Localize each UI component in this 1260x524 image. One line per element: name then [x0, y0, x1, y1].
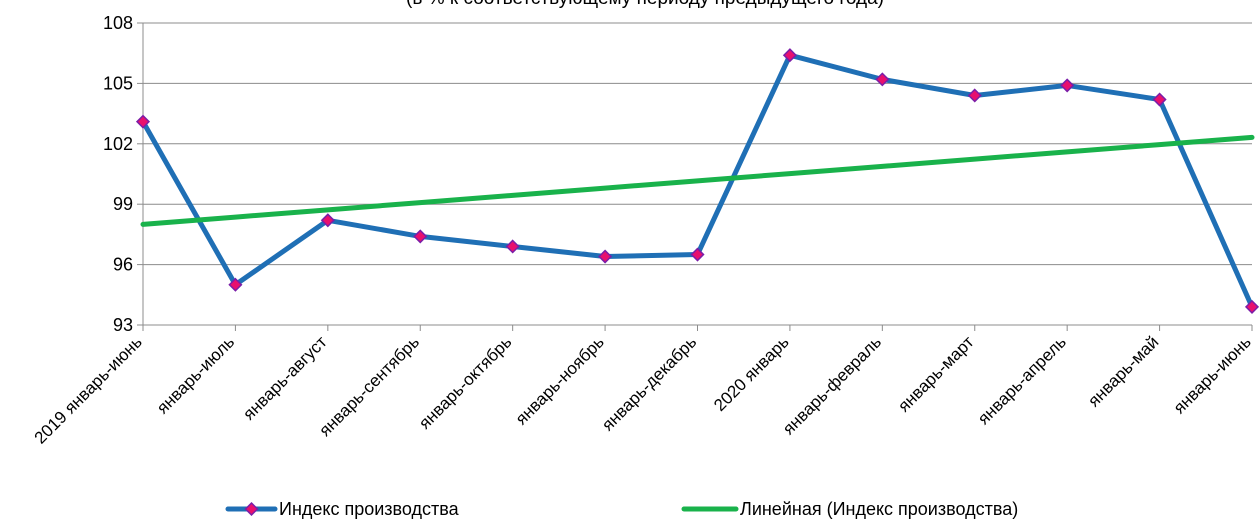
- legend-entry-label: Индекс производства: [279, 499, 460, 519]
- data-point: [782, 48, 797, 63]
- x-tick-label: январь-май: [1084, 332, 1162, 410]
- data-point: [135, 114, 151, 129]
- data-point: [598, 249, 613, 264]
- y-tick-label: 102: [103, 134, 133, 154]
- data-point: [1244, 299, 1260, 314]
- data-point: [228, 277, 243, 292]
- y-tick-label: 99: [113, 194, 133, 214]
- legend-marker: [244, 501, 259, 517]
- legend-entry-label: Линейная (Индекс производства): [740, 499, 1018, 519]
- x-tick-label: январь-июнь: [1170, 332, 1255, 417]
- data-point: [967, 88, 982, 103]
- y-axis-tick-labels: 93 96 99 102 105 108: [103, 13, 133, 335]
- data-point: [1060, 78, 1075, 93]
- y-tick-label: 93: [113, 315, 133, 335]
- x-tick-label: январь-сентябрь: [315, 332, 423, 440]
- x-tick-label: январь-ноябрь: [512, 332, 608, 428]
- x-tick-label: январь-февраль: [779, 332, 885, 438]
- legend: Индекс производства Линейная (Индекс прои…: [225, 499, 1018, 519]
- x-tick-label: январь-март: [894, 332, 977, 415]
- x-axis-tick-labels: 2019 январь-июнь январь-июль январь-август…: [31, 332, 1255, 447]
- x-tick-label: январь-октябрь: [415, 332, 515, 432]
- x-tick-label: январь-декабрь: [598, 332, 700, 434]
- series: [135, 48, 1260, 314]
- axes: [137, 22, 1253, 331]
- chart-title: (в % к соответствующему периоду предыдущ…: [406, 0, 884, 9]
- trendline: [140, 134, 1255, 227]
- data-point: [1152, 92, 1167, 107]
- data-point: [690, 247, 705, 262]
- y-tick-label: 105: [103, 73, 133, 93]
- gridlines: [143, 22, 1252, 326]
- x-tick-label: январь-июль: [153, 332, 238, 417]
- data-point: [875, 72, 890, 87]
- data-point: [320, 213, 335, 228]
- data-point: [505, 239, 520, 254]
- x-tick-label: январь-апрель: [974, 332, 1070, 428]
- y-tick-label: 96: [113, 255, 133, 275]
- data-point: [413, 229, 428, 244]
- y-tick-label: 108: [103, 13, 133, 33]
- x-tick-label: 2019 январь-июнь: [31, 332, 146, 447]
- x-tick-label: 2020 январь: [710, 332, 793, 415]
- x-tick-label: январь-август: [239, 332, 330, 423]
